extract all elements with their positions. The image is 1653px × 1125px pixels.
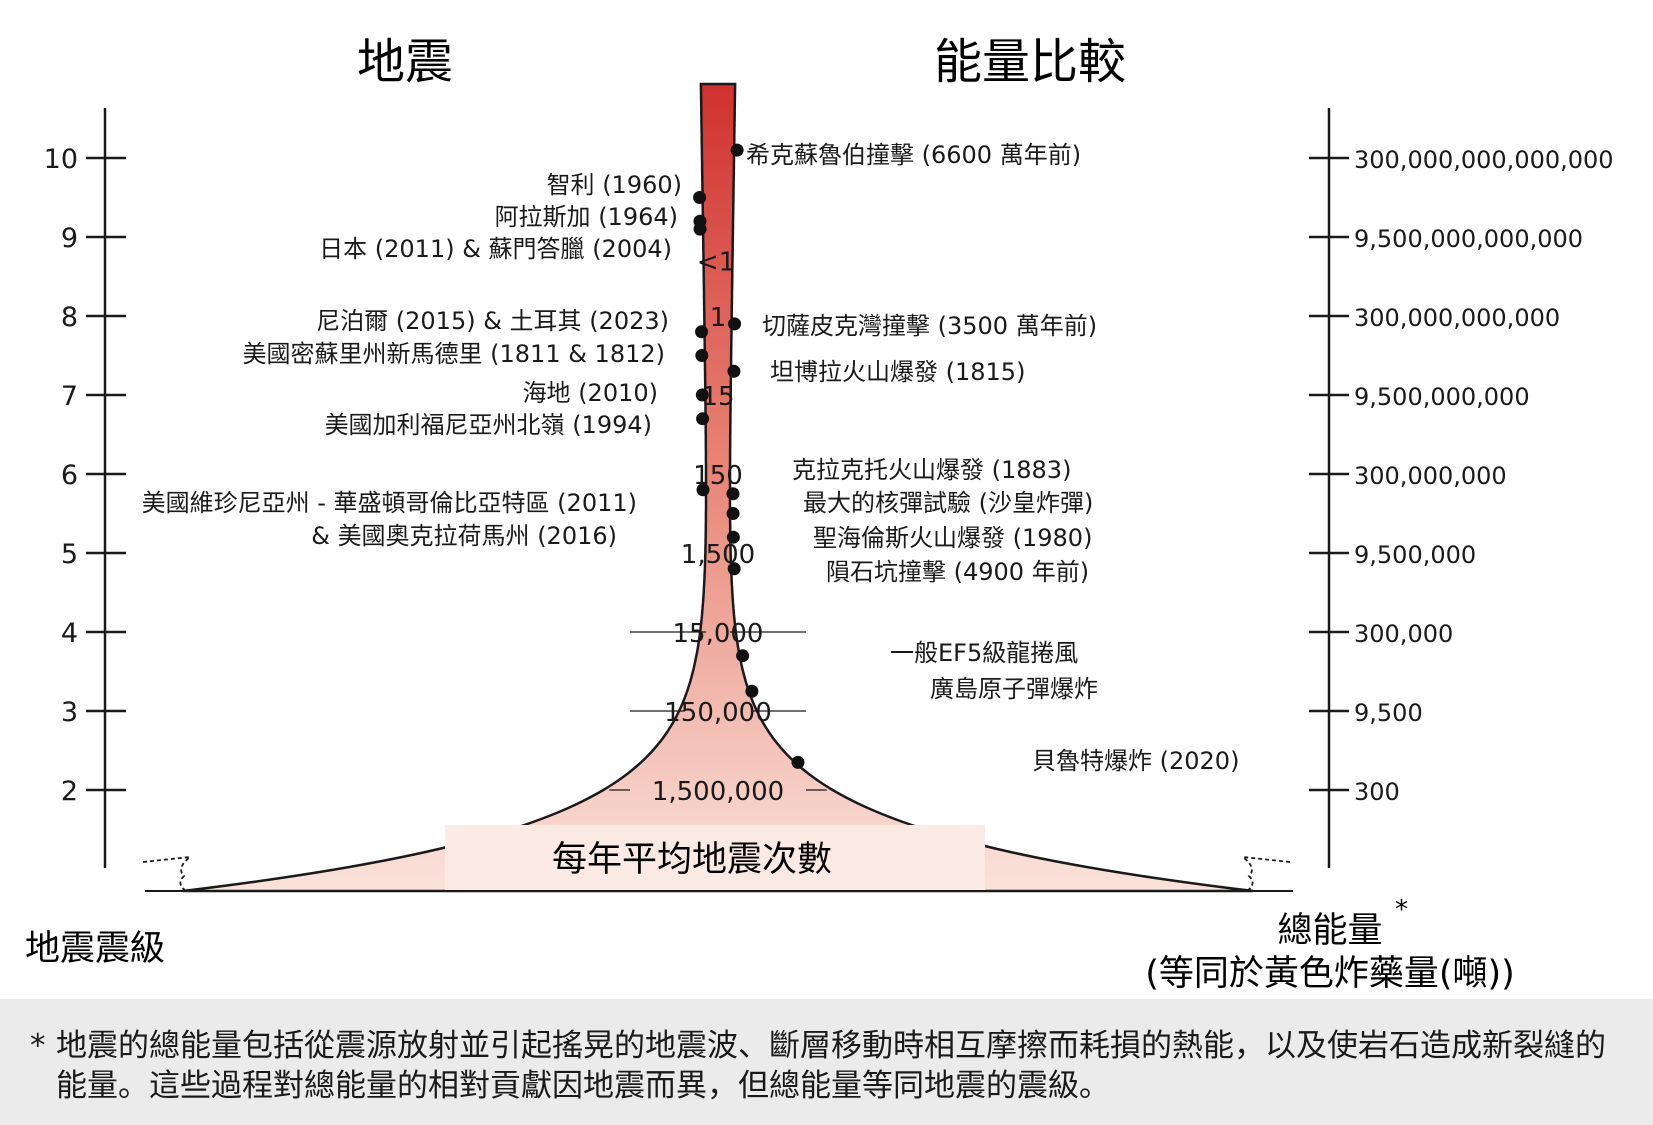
- right-break-mark: [1239, 855, 1291, 892]
- energy-tick-label: 9,500,000,000: [1354, 383, 1530, 411]
- energy-tick-label: 9,500: [1354, 699, 1423, 727]
- left-break-mark: [142, 855, 194, 892]
- comparison-label: 切薩皮克灣撞擊 (3500 萬年前): [762, 312, 1097, 340]
- earthquake-dot: [695, 325, 709, 339]
- earthquake-label: 阿拉斯加 (1964): [495, 203, 678, 231]
- energy-tick-label: 300,000,000,000: [1354, 304, 1560, 332]
- frequency-label: 150,000: [664, 698, 772, 728]
- magnitude-axis-label: 地震震級: [25, 929, 165, 969]
- energy-tick-label: 9,500,000,000,000: [1354, 225, 1583, 253]
- magnitude-tick-label: 10: [44, 144, 78, 175]
- earthquake-label: 美國加利福尼亞州北嶺 (1994): [325, 411, 652, 439]
- frequency-caption: 每年平均地震次數: [552, 840, 832, 880]
- comparison-label: 廣島原子彈爆炸: [930, 675, 1098, 703]
- magnitude-tick-label: 9: [61, 223, 78, 254]
- energy-tick-label: 300,000: [1354, 620, 1453, 648]
- comparison-dot: [726, 487, 740, 501]
- footnote-panel: [0, 999, 1653, 1125]
- comparison-label: 坦博拉火山爆發 (1815): [770, 358, 1025, 386]
- magnitude-tick-label: 6: [61, 460, 78, 491]
- comparison-dot: [791, 755, 805, 769]
- frequency-label: 1: [710, 303, 727, 333]
- footnote-asterisk: *: [30, 1028, 46, 1064]
- earthquake-label: 美國密蘇里州新馬德里 (1811 & 1812): [243, 340, 665, 368]
- earthquake-dot: [693, 191, 707, 204]
- title-left: 地震: [357, 34, 453, 90]
- energy-tick-label: 300: [1354, 778, 1400, 806]
- comparison-label: 聖海倫斯火山爆發 (1980): [813, 524, 1092, 552]
- comparison-dot: [727, 562, 741, 576]
- frequency-label: 1,500,000: [652, 777, 784, 807]
- earthquake-dot: [696, 412, 710, 426]
- earthquake-label: 美國維珍尼亞州 - 華盛頓哥倫比亞特區 (2011): [142, 489, 637, 517]
- caption-backdrop: [445, 825, 985, 890]
- energy-tick-label: 300,000,000,000,000: [1354, 146, 1614, 174]
- footnote: * 地震的總能量包括從震源放射並引起搖晃的地震波、斷層移動時相互摩擦而耗損的熱能…: [30, 1026, 1620, 1106]
- energy-axis-unit: (等同於黃色炸藥量(噸)): [1145, 954, 1515, 994]
- comparison-label: 貝魯特爆炸 (2020): [1032, 747, 1239, 775]
- energy-ticks: 300,000,000,000,000 9,500,000,000,000 300,…: [1309, 146, 1614, 806]
- energy-axis-asterisk: *: [1395, 895, 1408, 925]
- comparison-label: 最大的核彈試驗 (沙皇炸彈): [803, 489, 1093, 517]
- frequency-label: <1: [697, 248, 735, 278]
- comparison-dot: [727, 364, 741, 378]
- comparison-label: 克拉克托火山爆發 (1883): [792, 456, 1071, 484]
- earthquake-dot: [695, 349, 709, 362]
- earthquake-label: 日本 (2011) & 蘇門答臘 (2004): [319, 235, 672, 263]
- energy-tick-label: 9,500,000: [1354, 541, 1476, 569]
- magnitude-tick-label: 3: [61, 697, 78, 728]
- earthquake-dot: [695, 388, 709, 402]
- comparison-label: 隕石坑撞擊 (4900 年前): [826, 558, 1089, 586]
- frequency-label: 15,000: [673, 619, 764, 649]
- earthquake-label-line2: & 美國奧克拉荷馬州 (2016): [311, 522, 617, 550]
- frequency-label: 1,500: [681, 540, 755, 570]
- energy-tick-label: 300,000,000: [1354, 462, 1507, 490]
- title-right: 能量比較: [934, 34, 1126, 90]
- footnote-text: 地震的總能量包括從震源放射並引起搖晃的地震波、斷層移動時相互摩擦而耗損的熱能，以…: [56, 1028, 1606, 1104]
- comparison-dot: [730, 143, 744, 157]
- magnitude-tick-label: 4: [61, 618, 78, 649]
- earthquake-label: 尼泊爾 (2015) & 土耳其 (2023): [316, 307, 669, 335]
- comparison-label: 一般EF5級龍捲風: [890, 639, 1078, 667]
- earthquake-dot: [696, 483, 710, 497]
- comparison-dot: [726, 530, 740, 544]
- earthquake-dot: [693, 222, 707, 236]
- earthquake-label: 海地 (2010): [523, 379, 658, 407]
- magnitude-tick-label: 7: [61, 381, 78, 412]
- magnitude-tick-label: 5: [61, 539, 78, 570]
- comparison-dot: [728, 317, 742, 331]
- frequency-lines: [609, 631, 827, 791]
- comparison-label: 希克蘇魯伯撞擊 (6600 萬年前): [746, 141, 1081, 169]
- comparison-dot: [736, 649, 750, 663]
- earthquake-label: 智利 (1960): [547, 171, 682, 199]
- earthquake-markers: 智利 (1960) 阿拉斯加 (1964) 日本 (2011) & 蘇門答臘 (20…: [142, 171, 710, 550]
- magnitude-tick-label: 8: [61, 302, 78, 333]
- magnitude-ticks: 10 9 8 7 6 5 4 3 2: [44, 144, 126, 807]
- energy-axis-label: 總能量: [1277, 911, 1382, 951]
- comparison-dot: [726, 507, 740, 520]
- comparison-markers: 希克蘇魯伯撞擊 (6600 萬年前) 切薩皮克灣撞擊 (3500 萬年前) 坦博拉火…: [726, 141, 1239, 775]
- comparison-dot: [745, 684, 759, 698]
- magnitude-tick-label: 2: [61, 776, 78, 807]
